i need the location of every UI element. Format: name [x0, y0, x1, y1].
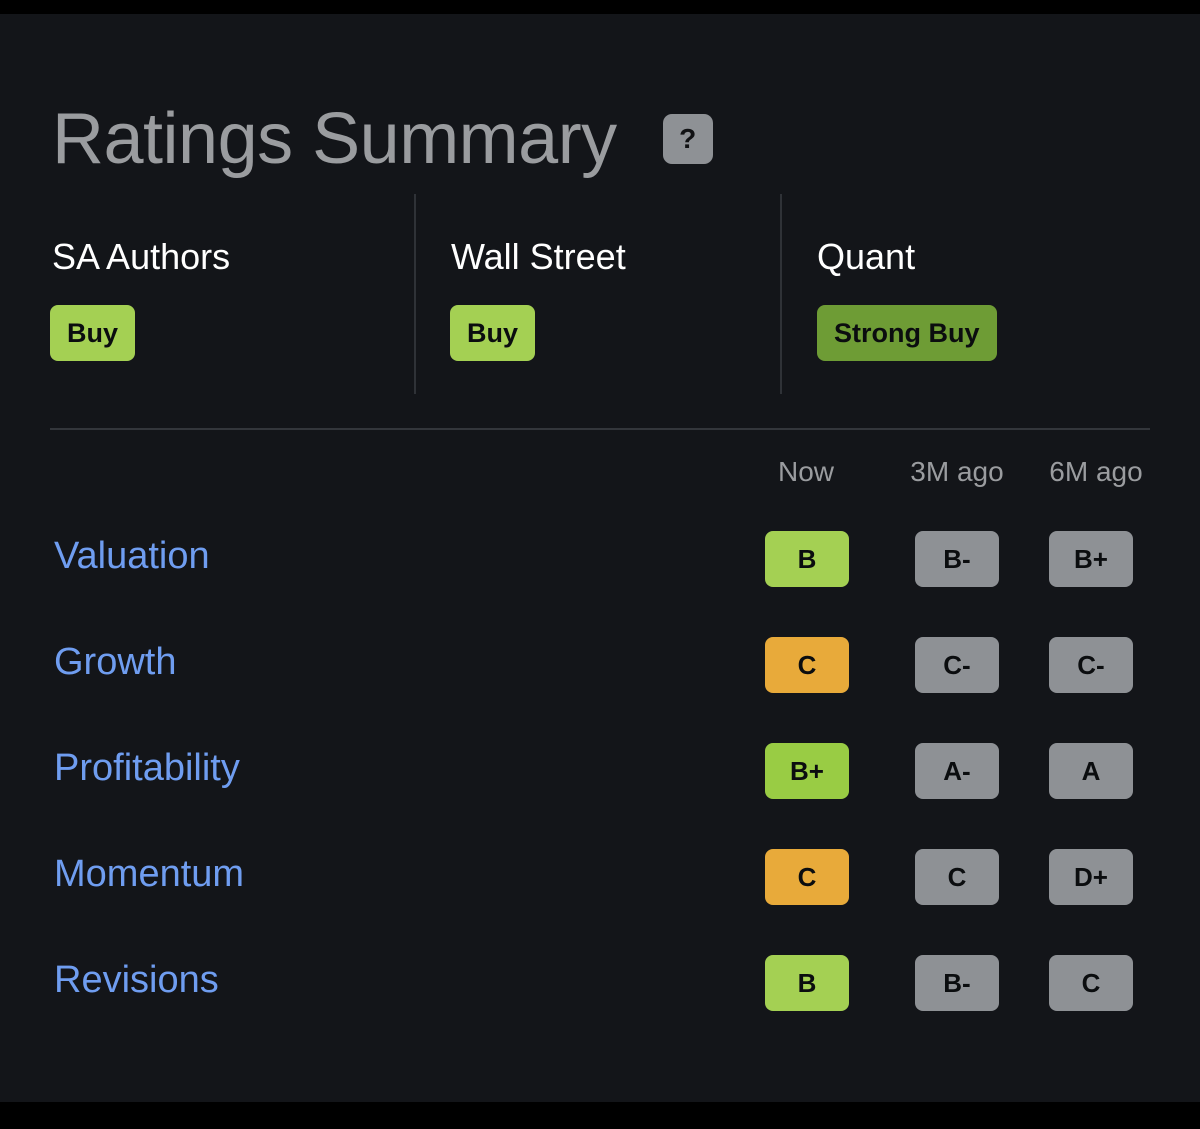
- grade-6m-ago: B+: [1049, 531, 1133, 587]
- grade-now: B: [765, 955, 849, 1011]
- divider: [780, 194, 782, 394]
- factor-link[interactable]: Profitability: [54, 747, 240, 789]
- page-title: Ratings Summary: [52, 99, 617, 179]
- column-header-now: Now: [777, 456, 834, 487]
- title-row: Ratings Summary ?: [52, 98, 713, 180]
- rating-label: SA Authors: [52, 236, 231, 277]
- rating-badge[interactable]: Strong Buy: [817, 305, 997, 361]
- ratings-overview: SA Authors Buy Wall Street Buy Quant Str…: [0, 194, 1200, 394]
- factor-row: Profitability B+ A- A: [0, 743, 1200, 799]
- factor-link[interactable]: Valuation: [54, 535, 210, 577]
- grade-3m-ago: B-: [915, 531, 999, 587]
- grade-3m-ago: A-: [915, 743, 999, 799]
- section-divider: [50, 428, 1150, 430]
- grade-6m-ago: C: [1049, 955, 1133, 1011]
- grade-6m-ago: A: [1049, 743, 1133, 799]
- column-header-6m: 6M ago: [1049, 456, 1143, 487]
- grade-3m-ago: C: [915, 849, 999, 905]
- factor-row: Revisions B B- C: [0, 955, 1200, 1011]
- help-button[interactable]: ?: [662, 114, 713, 164]
- ratings-summary-panel: Ratings Summary ? SA Authors Buy Wall St…: [0, 14, 1200, 1102]
- factor-link[interactable]: Revisions: [54, 959, 219, 1001]
- factor-row: Momentum C C D+: [0, 849, 1200, 905]
- rating-label: Quant: [817, 236, 916, 277]
- grade-now: C: [765, 849, 849, 905]
- grade-6m-ago: D+: [1049, 849, 1133, 905]
- rating-badge[interactable]: Buy: [450, 305, 536, 361]
- grade-6m-ago: C-: [1049, 637, 1133, 693]
- factor-link[interactable]: Momentum: [54, 853, 245, 895]
- factor-row: Growth C C- C-: [0, 637, 1200, 693]
- factor-link[interactable]: Growth: [54, 641, 177, 683]
- grade-now: B+: [765, 743, 849, 799]
- factor-row: Valuation B B- B+: [0, 531, 1200, 587]
- rating-badge[interactable]: Buy: [50, 305, 136, 361]
- grade-now: B: [765, 531, 849, 587]
- grade-now: C: [765, 637, 849, 693]
- bottom-strip: [0, 1102, 1200, 1129]
- rating-label: Wall Street: [451, 236, 626, 277]
- column-header-3m: 3M ago: [910, 456, 1004, 487]
- grade-3m-ago: C-: [915, 637, 999, 693]
- divider: [414, 194, 416, 394]
- grade-3m-ago: B-: [915, 955, 999, 1011]
